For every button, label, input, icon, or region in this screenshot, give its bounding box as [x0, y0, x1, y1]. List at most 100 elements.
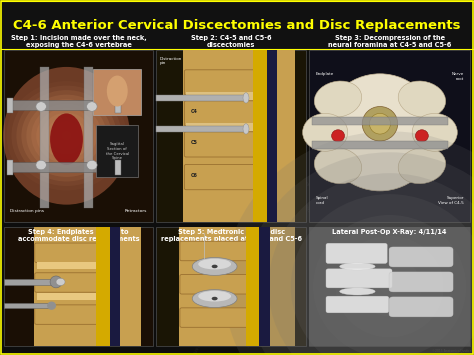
Text: PROTECT: PROTECT [403, 262, 420, 279]
Ellipse shape [322, 74, 438, 191]
Text: COPY: COPY [447, 62, 458, 73]
Ellipse shape [243, 93, 249, 103]
Ellipse shape [243, 124, 249, 134]
Text: PROTECT: PROTECT [181, 140, 194, 159]
Bar [309, 50, 470, 222]
Bar [4, 303, 52, 308]
Text: JUSTICE: JUSTICE [315, 125, 331, 136]
Ellipse shape [291, 194, 474, 355]
Bar [115, 160, 120, 175]
Text: Endplate: Endplate [316, 72, 334, 76]
Ellipse shape [11, 86, 121, 186]
Bar [312, 141, 447, 149]
Text: COPYRIGHT: COPYRIGHT [294, 191, 310, 214]
Text: ANATOMICAL: ANATOMICAL [35, 130, 61, 147]
Bar [156, 50, 306, 222]
Text: PROTECT: PROTECT [60, 185, 73, 204]
Ellipse shape [380, 278, 399, 295]
Text: COPYRIGHT: COPYRIGHT [78, 102, 93, 126]
Text: Distraction pins: Distraction pins [10, 208, 44, 213]
Bar [309, 227, 470, 346]
Bar [4, 50, 153, 222]
FancyBboxPatch shape [180, 308, 258, 327]
Ellipse shape [415, 130, 428, 142]
Ellipse shape [268, 173, 474, 355]
Bar [156, 227, 306, 346]
Text: PROTECT: PROTECT [313, 192, 330, 209]
FancyBboxPatch shape [184, 101, 266, 126]
Ellipse shape [41, 113, 92, 159]
Bar [10, 100, 117, 110]
Text: Step 5: Medtronic Bryan disc
replacements placed at C4-5 and C5-6: Step 5: Medtronic Bryan disc replacement… [161, 229, 301, 242]
Bar [259, 227, 270, 346]
Ellipse shape [398, 147, 446, 184]
FancyBboxPatch shape [184, 70, 266, 95]
Text: PROTECT: PROTECT [229, 163, 249, 166]
Text: COPY: COPY [18, 83, 29, 94]
Ellipse shape [336, 236, 444, 337]
Text: COPY: COPY [166, 288, 175, 299]
Ellipse shape [47, 301, 56, 310]
Ellipse shape [362, 106, 398, 141]
Ellipse shape [314, 147, 362, 184]
Ellipse shape [340, 263, 375, 270]
Text: Lateral Post-Op X-Ray: 4/11/14: Lateral Post-Op X-Ray: 4/11/14 [332, 229, 447, 235]
Ellipse shape [46, 117, 87, 154]
FancyBboxPatch shape [184, 164, 266, 190]
FancyBboxPatch shape [35, 273, 110, 292]
FancyBboxPatch shape [389, 297, 453, 317]
Ellipse shape [192, 257, 237, 275]
Text: PROTECT: PROTECT [297, 178, 316, 191]
Ellipse shape [61, 131, 72, 141]
Bar [186, 123, 264, 131]
Text: COPYRIGHT: COPYRIGHT [309, 102, 332, 118]
Text: COPY: COPY [365, 61, 375, 72]
FancyBboxPatch shape [184, 132, 266, 157]
Text: COPYRIGHT: COPYRIGHT [337, 198, 361, 214]
FancyBboxPatch shape [389, 247, 453, 267]
Text: ANATOMICAL: ANATOMICAL [101, 287, 124, 310]
Text: PROTECT: PROTECT [261, 267, 281, 271]
FancyBboxPatch shape [180, 241, 258, 261]
Ellipse shape [332, 130, 345, 142]
Text: COPY: COPY [254, 253, 264, 264]
FancyBboxPatch shape [326, 296, 389, 313]
Text: PROTECT: PROTECT [30, 115, 50, 120]
Bar [8, 160, 13, 175]
FancyBboxPatch shape [180, 274, 258, 294]
Text: Retractors: Retractors [125, 208, 147, 213]
Ellipse shape [51, 122, 82, 150]
Ellipse shape [50, 276, 62, 288]
Ellipse shape [340, 288, 375, 295]
Bar [10, 163, 117, 172]
Text: JUSTICE: JUSTICE [210, 312, 227, 324]
Ellipse shape [27, 99, 107, 173]
Ellipse shape [56, 278, 65, 285]
Bar [84, 67, 93, 208]
Ellipse shape [398, 81, 446, 117]
FancyBboxPatch shape [326, 243, 387, 263]
FancyBboxPatch shape [326, 269, 392, 288]
Text: COPYRIGHT: COPYRIGHT [77, 121, 100, 137]
Ellipse shape [56, 126, 77, 145]
Text: JUSTICE: JUSTICE [329, 305, 346, 309]
Text: Step 2: C4-5 and C5-6
discectomies: Step 2: C4-5 and C5-6 discectomies [191, 35, 272, 48]
Bar [309, 227, 470, 346]
Text: Superior
View of C4-5: Superior View of C4-5 [438, 196, 464, 204]
Ellipse shape [198, 291, 231, 301]
Ellipse shape [87, 102, 97, 111]
Text: COPYRIGHT: COPYRIGHT [310, 333, 335, 338]
Ellipse shape [212, 265, 218, 268]
Bar [34, 227, 141, 346]
Ellipse shape [313, 215, 466, 355]
Bar [96, 125, 138, 177]
Bar [115, 98, 120, 113]
Text: C5: C5 [190, 140, 197, 145]
Ellipse shape [198, 259, 231, 269]
Bar [186, 92, 264, 100]
Ellipse shape [87, 160, 97, 170]
Ellipse shape [17, 90, 117, 181]
Text: COPYRIGHT: COPYRIGHT [356, 75, 376, 95]
Ellipse shape [370, 113, 391, 134]
Text: JUSTICE: JUSTICE [192, 48, 207, 63]
